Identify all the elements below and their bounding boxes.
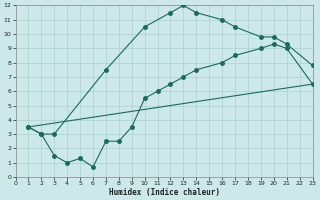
X-axis label: Humidex (Indice chaleur): Humidex (Indice chaleur) (108, 188, 220, 197)
